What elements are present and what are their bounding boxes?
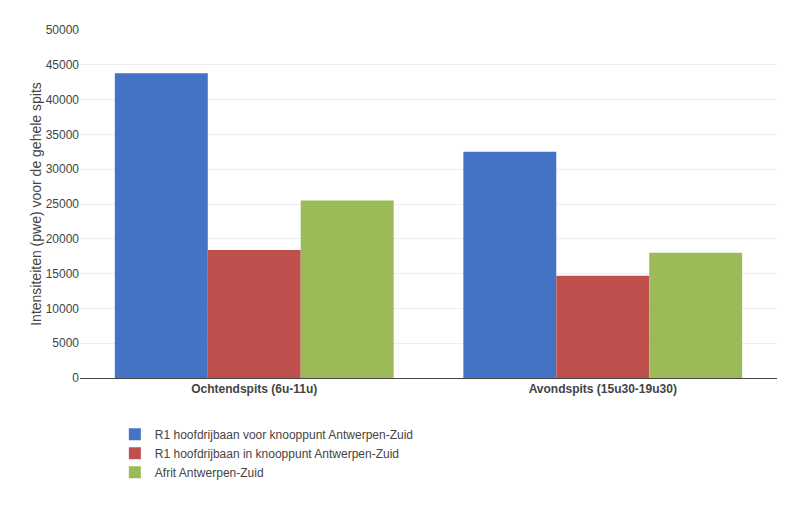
- svg-text:Avondspits (15u30-19u30): Avondspits (15u30-19u30): [529, 382, 677, 396]
- svg-text:30000: 30000: [46, 162, 80, 176]
- svg-text:0: 0: [72, 371, 79, 385]
- svg-text:10000: 10000: [46, 302, 80, 316]
- svg-text:40000: 40000: [46, 93, 80, 107]
- svg-text:Intensiteiten (pwe) voor de ge: Intensiteiten (pwe) voor de gehele spits: [28, 82, 44, 326]
- svg-text:15000: 15000: [46, 267, 80, 281]
- svg-text:R1 hoofdrijbaan in knooppunt A: R1 hoofdrijbaan in knooppunt Antwerpen-Z…: [155, 447, 399, 461]
- svg-text:50000: 50000: [46, 23, 80, 37]
- svg-text:R1 hoofdrijbaan voor knooppunt: R1 hoofdrijbaan voor knooppunt Antwerpen…: [155, 428, 413, 442]
- svg-text:25000: 25000: [46, 197, 80, 211]
- svg-text:5000: 5000: [52, 336, 79, 350]
- svg-text:35000: 35000: [46, 128, 80, 142]
- svg-text:45000: 45000: [46, 58, 80, 72]
- svg-text:Ochtendspits (6u-11u): Ochtendspits (6u-11u): [191, 382, 317, 396]
- svg-text:20000: 20000: [46, 232, 80, 246]
- svg-text:Afrit Antwerpen-Zuid: Afrit Antwerpen-Zuid: [155, 466, 264, 480]
